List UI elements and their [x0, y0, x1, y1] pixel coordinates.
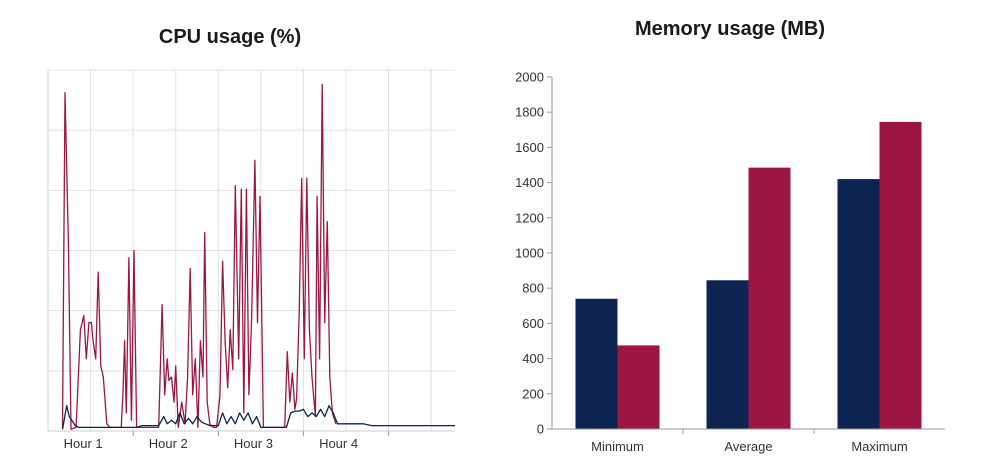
- memory-bar-maximum-2: [879, 121, 922, 429]
- cpu-usage-chart: Hour 1 Hour 2 Hour 3 Hour 4: [47, 69, 455, 451]
- cpu-x-tick-label: Hour 1: [64, 436, 103, 451]
- memory-y-tick-label: 1000: [515, 246, 544, 261]
- memory-y-axis: 0 200 400 600 800 1000 1200 1400 1600 1800 2000: [515, 70, 553, 437]
- cpu-x-tick-label: Hour 3: [234, 436, 273, 451]
- memory-y-tick-label: 1400: [515, 175, 544, 190]
- cpu-x-tick-label: Hour 4: [319, 436, 358, 451]
- memory-y-tick-label: 1200: [515, 210, 544, 225]
- cpu-x-axis: Hour 1 Hour 2 Hour 3 Hour 4: [48, 430, 455, 451]
- cpu-chart-title: CPU usage (%): [158, 26, 302, 48]
- cpu-series-line-2: [61, 405, 455, 430]
- memory-y-tick-label: 400: [522, 351, 544, 366]
- memory-bar-average-1: [706, 280, 749, 429]
- cpu-series-line-1: [61, 83, 337, 430]
- memory-y-tick-label: 0: [537, 422, 544, 437]
- memory-x-axis: Minimum Average Maximum: [552, 428, 945, 454]
- memory-bars: [575, 121, 922, 429]
- memory-y-tick-label: 800: [522, 281, 544, 296]
- memory-x-tick-label: Average: [724, 439, 772, 454]
- memory-x-tick-label: Minimum: [591, 439, 644, 454]
- memory-bar-minimum-1: [575, 298, 618, 429]
- memory-y-tick-label: 1800: [515, 105, 544, 120]
- memory-bar-average-2: [748, 167, 791, 429]
- memory-chart-title: Memory usage (MB): [634, 18, 826, 40]
- memory-x-tick-label: Maximum: [851, 439, 907, 454]
- cpu-x-tick-label: Hour 2: [149, 436, 188, 451]
- memory-y-tick-label: 200: [522, 386, 544, 401]
- memory-y-tick-label: 600: [522, 316, 544, 331]
- memory-y-tick-label: 1600: [515, 140, 544, 155]
- memory-bar-minimum-2: [617, 345, 660, 429]
- memory-y-tick-label: 2000: [515, 70, 544, 85]
- cpu-lines: [61, 83, 455, 430]
- memory-bar-maximum-1: [837, 179, 880, 429]
